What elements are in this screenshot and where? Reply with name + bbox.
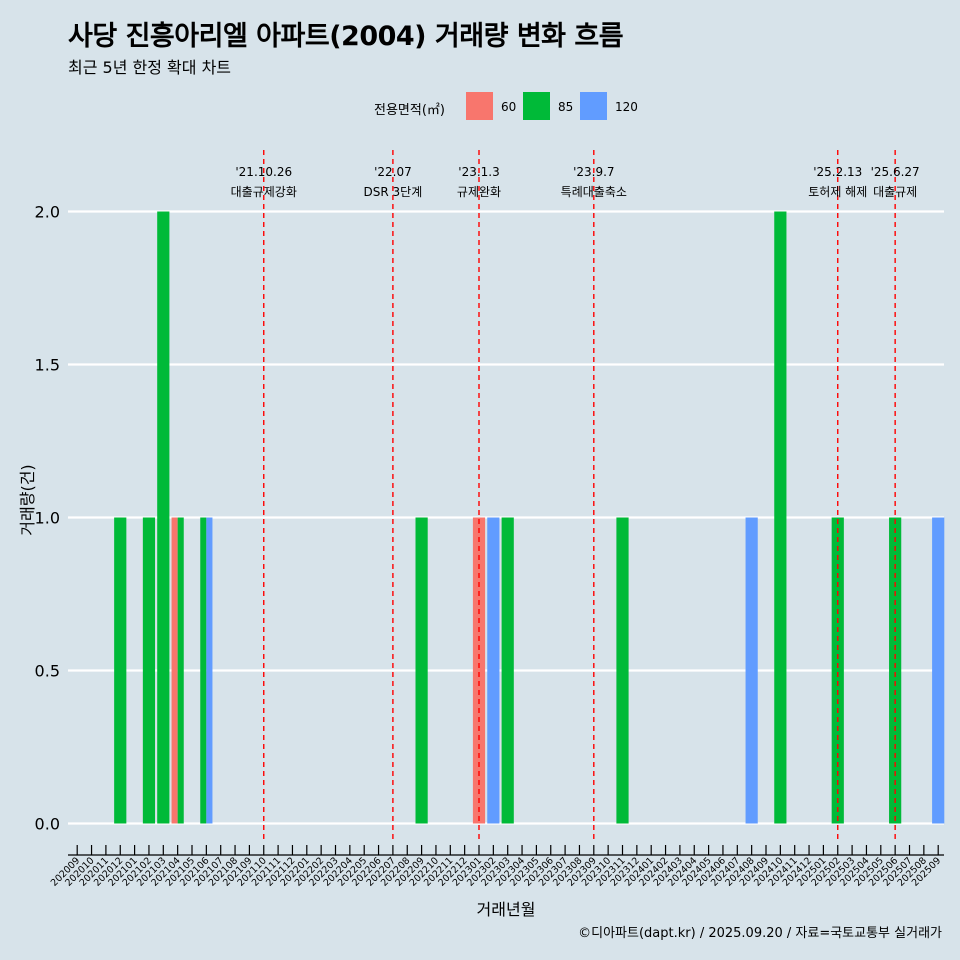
bar-85-202502 [831,517,844,824]
y-tick-label: 0.0 [35,815,60,834]
bar-85-202209 [415,517,428,824]
y-tick-label: 1.5 [35,356,60,375]
bar-60-202301 [472,517,486,824]
bar-120-202509 [932,517,945,824]
bar-85-202106 [200,517,207,824]
event-label-202301: 규제완화 [457,185,501,199]
bar-120-202302 [487,517,500,824]
event-date-202301: '23.1.3 [458,165,499,179]
legend-label-120: 120 [615,100,638,114]
bar-85-202303 [501,517,514,824]
legend-label-85: 85 [558,100,574,114]
event-label-202506: 대출규제 [873,185,917,199]
event-date-202502: '25.2.13 [813,165,862,179]
event-label-202207: DSR 3단계 [364,185,423,199]
bar-120-202106 [206,517,213,824]
y-axis-title: 거래량(건) [18,464,37,535]
event-label-202309: 특례대출축소 [561,185,627,199]
bar-120-202408 [745,517,758,824]
y-tick-label: 2.0 [35,203,60,222]
legend-label-60: 60 [501,100,517,114]
bar-85-202104 [177,517,184,824]
event-date-202309: '23.9.7 [573,165,614,179]
chart-subtitle: 최근 5년 한정 확대 차트 [68,58,232,77]
event-label-202502: 토허제 해제 [808,185,867,199]
bar-85-202102 [142,517,156,824]
bar-85-202012 [114,517,127,824]
legend-swatch-60 [466,92,493,120]
legend-swatch-85 [523,92,550,120]
legend: 전용면적(㎡) 60 85 120 [0,92,960,122]
event-date-202207: '22.07 [374,165,412,179]
y-tick-label: 0.5 [35,662,60,681]
legend-swatch-120 [580,92,607,120]
legend-title: 전용면적(㎡) [374,103,445,118]
event-label-202110: 대출규제강화 [231,185,297,199]
source-caption: ©디아파트(dapt.kr) / 2025.09.20 / 자료=국토교통부 실… [578,926,942,941]
bar-85-202410 [774,211,787,824]
x-axis-title: 거래년월 [477,900,536,919]
chart-title: 사당 진흥아리엘 아파트(2004) 거래량 변화 흐름 [68,21,624,52]
y-tick-label: 1.0 [35,509,60,528]
bar-85-202311 [616,517,629,824]
event-date-202110: '21.10.26 [235,165,292,179]
event-date-202506: '25.6.27 [871,165,920,179]
bar-60-202104 [171,517,178,824]
bar-85-202103 [157,211,170,824]
bar-85-202506 [889,517,902,824]
